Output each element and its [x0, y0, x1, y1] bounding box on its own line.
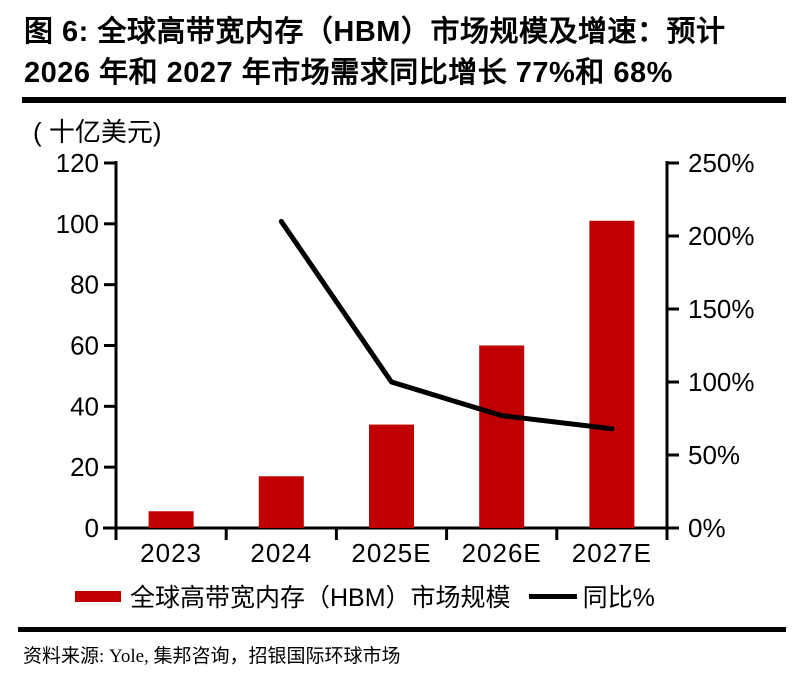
right-axis-tick-label: 50% — [688, 440, 740, 470]
legend-line-swatch-icon — [528, 593, 577, 599]
x-axis-category-label: 2026E — [462, 538, 542, 568]
chart-legend: 全球高带宽内存（HBM）市场规模 同比% — [75, 577, 655, 615]
right-axis-tick-label: 250% — [688, 148, 755, 178]
left-axis-tick-label: 40 — [70, 391, 99, 421]
bar-2025E — [369, 424, 414, 528]
left-axis-tick-label: 80 — [70, 270, 99, 300]
x-axis-category-label: 2023 — [140, 538, 202, 568]
bar-2023 — [148, 511, 194, 528]
legend-bar-swatch-icon — [75, 590, 121, 602]
bar-2024 — [258, 476, 304, 528]
right-axis-tick-label: 200% — [688, 221, 755, 251]
source-note: 资料来源: Yole, 集邦咨询，招银国际环球市场 — [23, 646, 401, 667]
right-axis-tick-label: 0% — [688, 513, 726, 543]
right-axis-tick-label: 100% — [688, 367, 755, 397]
x-axis-labels: 2023 2024 2025E 2026E 2027E — [140, 538, 652, 568]
legend-line-label: 同比% — [582, 584, 655, 612]
x-axis-ticks — [114, 528, 669, 540]
left-axis-ticks: 0 20 40 60 80 100 120 — [56, 148, 116, 543]
figure-title-line1: 图 6: 全球高带宽内存（HBM）市场规模及增速：预计 — [24, 16, 726, 48]
line-series — [278, 218, 615, 432]
right-axis-tick-label: 150% — [688, 294, 755, 324]
left-axis-unit-label: ( 十亿美元) — [33, 117, 162, 147]
bar-2026E — [479, 345, 525, 528]
figure-title-line2: 2026 年和 2027 年市场需求同比增长 77%和 68% — [24, 57, 673, 89]
left-axis-tick-label: 100 — [56, 209, 99, 239]
x-axis-category-label: 2024 — [250, 538, 312, 568]
left-axis-tick-label: 60 — [70, 331, 99, 361]
left-axis-tick-label: 20 — [70, 452, 99, 482]
legend-bar-label: 全球高带宽内存（HBM）市场规模 — [130, 584, 511, 612]
title-divider — [22, 97, 786, 103]
footer-divider — [18, 627, 786, 632]
left-axis-tick-label: 0 — [85, 513, 99, 543]
right-axis-ticks: 0% 50% 100% 150% 200% 250% — [667, 148, 755, 543]
bar-2027E — [589, 220, 635, 528]
x-axis-category-label: 2027E — [572, 538, 652, 568]
bar-series — [148, 220, 635, 528]
x-axis-category-label: 2025E — [351, 538, 431, 568]
figure-title: 图 6: 全球高带宽内存（HBM）市场规模及增速：预计 2026 年和 2027… — [24, 12, 786, 94]
left-axis-tick-label: 120 — [56, 148, 99, 178]
